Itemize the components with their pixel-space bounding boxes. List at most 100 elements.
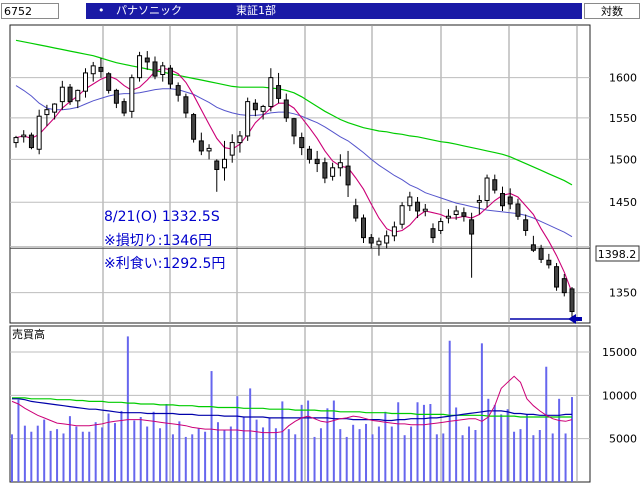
volume-bar xyxy=(197,428,200,482)
volume-bar xyxy=(133,420,136,482)
candle xyxy=(515,198,521,220)
volume-bar xyxy=(513,431,516,482)
volume-bar xyxy=(474,430,477,482)
volume-bar xyxy=(146,426,149,482)
volume-bar xyxy=(287,429,290,482)
candle-body xyxy=(283,99,289,119)
volume-bar xyxy=(294,434,297,482)
candle-body xyxy=(306,148,312,160)
volume-bar xyxy=(352,424,355,482)
volume-bar xyxy=(345,436,348,482)
volume-tick-label: 5000 xyxy=(609,433,637,446)
candle xyxy=(276,72,282,104)
volume-bar xyxy=(56,429,59,482)
volume-bar xyxy=(281,401,284,482)
volume-bar xyxy=(564,433,567,482)
candle-body xyxy=(384,235,390,244)
candle xyxy=(36,109,42,155)
volume-bar xyxy=(23,425,26,482)
entry-info-text: 8/21(O) 1332.5S xyxy=(104,209,220,225)
volume-bar xyxy=(178,421,181,482)
candle-body xyxy=(137,55,143,79)
candle xyxy=(561,274,567,297)
volume-bar xyxy=(17,399,20,482)
candle-body xyxy=(530,244,536,251)
candle-body xyxy=(144,57,150,63)
candlesticks xyxy=(13,51,575,318)
volume-axis: 5000 10000 15000 xyxy=(602,346,637,446)
volume-bar xyxy=(62,433,65,482)
volume-bar xyxy=(551,433,554,482)
candle-body xyxy=(222,158,227,169)
candle xyxy=(337,154,343,177)
candle xyxy=(361,214,366,244)
candle-body xyxy=(561,278,567,294)
candle-body xyxy=(245,101,251,137)
volume-tick-label: 10000 xyxy=(602,389,637,402)
volume-bar xyxy=(229,426,232,482)
candle xyxy=(407,191,413,211)
candle xyxy=(113,88,119,109)
scale-toggle-button[interactable]: 対数 xyxy=(584,3,640,19)
volume-bar xyxy=(358,429,361,482)
volume-bar xyxy=(480,343,483,482)
vol-ma-long-line xyxy=(12,397,572,418)
price-tick-label: 1500 xyxy=(609,153,637,166)
volume-bars xyxy=(11,336,573,482)
volume-bar xyxy=(519,429,522,482)
volume-bar xyxy=(332,400,335,482)
vol-ma-mid-line xyxy=(12,398,572,422)
candle-body xyxy=(83,72,88,92)
volume-bar xyxy=(268,417,271,482)
volume-bar xyxy=(403,435,406,482)
candle-body xyxy=(291,118,297,137)
volume-bar xyxy=(81,431,84,482)
candle xyxy=(229,134,235,163)
candle xyxy=(476,195,482,215)
candle xyxy=(167,65,173,89)
candle xyxy=(554,263,560,291)
volume-bar xyxy=(216,422,219,482)
candle-body xyxy=(361,217,366,239)
volume-bar xyxy=(455,407,458,482)
candle xyxy=(345,150,351,198)
candle xyxy=(75,89,81,109)
volume-bar xyxy=(262,427,265,482)
candle xyxy=(67,84,73,105)
candle-body xyxy=(90,65,96,75)
candle xyxy=(183,93,189,118)
candle-body xyxy=(484,177,490,201)
candle-body xyxy=(500,193,505,207)
volume-bar xyxy=(506,409,509,482)
price-panel-border xyxy=(9,24,591,324)
candle-body xyxy=(260,105,266,112)
candle-body xyxy=(353,205,359,219)
candle xyxy=(376,237,382,256)
candle xyxy=(83,68,88,98)
candle xyxy=(569,287,575,318)
stock-code-box[interactable]: 6752 xyxy=(1,3,59,19)
market-name: 東証1部 xyxy=(236,4,276,17)
candle xyxy=(206,144,212,160)
candle-body xyxy=(391,226,397,237)
candle-body xyxy=(198,140,204,152)
candle xyxy=(252,99,258,117)
candle-body xyxy=(469,219,475,235)
candle-body xyxy=(214,160,220,170)
candle-body xyxy=(229,142,235,156)
stop-loss-text: ※損切り:1346円 xyxy=(104,233,212,249)
candle xyxy=(330,162,336,181)
candle xyxy=(353,198,359,222)
candle-body xyxy=(330,167,336,177)
candle-body xyxy=(175,85,181,96)
candle-body xyxy=(129,77,135,112)
volume-bar xyxy=(249,388,252,482)
volume-bar xyxy=(204,431,207,482)
candle xyxy=(415,197,421,219)
candle-body xyxy=(237,135,243,144)
candle-body xyxy=(167,67,173,85)
candle xyxy=(237,130,243,153)
candle-body xyxy=(106,73,112,91)
candle-body xyxy=(268,77,274,107)
volume-bar xyxy=(139,417,142,482)
